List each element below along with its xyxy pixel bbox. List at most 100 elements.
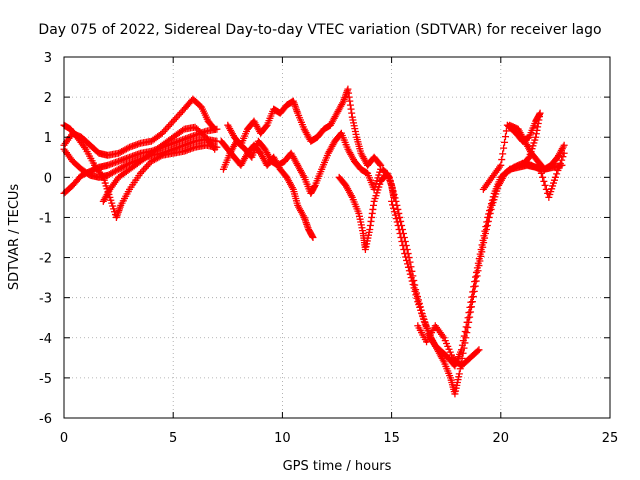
data-point [213, 125, 221, 133]
series-trace-6 [224, 85, 385, 169]
data-point [475, 346, 483, 354]
data-point [171, 115, 179, 123]
data-point [169, 117, 177, 125]
y-tick-label: 1 [44, 131, 52, 146]
y-tick-label: -3 [39, 292, 52, 307]
series-trace-14 [506, 121, 568, 173]
data-point [558, 156, 566, 164]
data-point [386, 177, 394, 185]
axis-ticks: 0 5 10 15 20 25 -6 -5 -4 -3 -2 -1 0 1 2 3 [39, 51, 618, 446]
data-point [138, 168, 146, 176]
data-point [399, 242, 407, 250]
data-point [467, 308, 475, 316]
data-point [466, 313, 474, 321]
y-tick-label: 2 [44, 91, 52, 106]
y-tick-label: -4 [39, 332, 52, 347]
data-point [475, 262, 483, 270]
data-point [402, 253, 410, 261]
data-point [412, 291, 420, 299]
y-tick-label: -2 [39, 252, 52, 267]
data-point [478, 248, 486, 256]
data-series [60, 85, 568, 398]
data-point [471, 282, 479, 290]
data-point [389, 187, 397, 195]
data-point [413, 294, 421, 302]
data-point [376, 160, 384, 168]
series-trace-11 [388, 149, 568, 398]
data-point [406, 270, 414, 278]
data-point [143, 162, 151, 170]
data-point [497, 161, 505, 169]
data-point [540, 177, 548, 185]
data-point [501, 133, 509, 141]
series-trace-8 [217, 137, 317, 241]
data-point [560, 141, 568, 149]
data-point [469, 293, 477, 301]
x-tick-label: 0 [60, 431, 68, 446]
data-point [555, 163, 563, 171]
data-point [468, 298, 476, 306]
x-tick-label: 10 [274, 431, 291, 446]
data-point [397, 234, 405, 241]
data-point [554, 166, 562, 174]
data-point [396, 213, 404, 221]
data-point [404, 263, 412, 271]
data-point [141, 164, 149, 172]
data-point [385, 173, 393, 181]
data-point [388, 197, 396, 205]
data-point [553, 170, 561, 178]
data-point [400, 246, 408, 254]
data-point [175, 110, 183, 118]
data-point [384, 172, 392, 180]
data-point [408, 277, 416, 285]
data-point [165, 122, 173, 130]
data-point [211, 145, 219, 153]
data-point [177, 109, 185, 117]
data-point [486, 209, 494, 217]
data-point [461, 327, 469, 335]
data-point [474, 347, 482, 355]
data-point [502, 127, 510, 135]
data-point [140, 166, 148, 174]
data-point [472, 277, 480, 285]
data-point [551, 173, 559, 181]
y-tick-label: -5 [39, 372, 52, 387]
data-point [389, 201, 397, 209]
data-point [410, 284, 418, 292]
y-tick-label: 3 [44, 51, 52, 66]
data-point [480, 239, 488, 247]
data-point [144, 161, 152, 169]
x-tick-label: 5 [169, 431, 177, 446]
data-point [124, 144, 132, 152]
data-point [405, 267, 413, 275]
data-point [485, 213, 493, 221]
data-point [483, 221, 491, 229]
data-point [395, 225, 403, 233]
data-point [455, 370, 463, 378]
data-point [396, 229, 404, 237]
y-tick-label: -6 [39, 412, 52, 427]
data-point [499, 150, 507, 158]
data-point [484, 217, 492, 225]
chart-title: Day 075 of 2022, Sidereal Day-to-day VTE… [38, 22, 601, 38]
series-trace-13 [479, 109, 544, 193]
data-point [172, 114, 180, 122]
data-point [476, 257, 484, 265]
data-point [124, 160, 132, 168]
data-point [465, 318, 473, 326]
data-point [166, 121, 174, 129]
data-point [479, 243, 487, 251]
data-point [309, 234, 317, 241]
y-axis-label: SDTVAR / TECUs [7, 184, 22, 291]
data-point [390, 191, 398, 199]
data-point [537, 169, 545, 177]
data-point [174, 112, 182, 120]
data-point [477, 252, 485, 260]
data-point [388, 184, 396, 192]
data-point [519, 161, 527, 169]
data-point [500, 144, 508, 152]
data-point [404, 260, 412, 268]
x-tick-label: 25 [602, 431, 619, 446]
data-point [556, 160, 564, 168]
